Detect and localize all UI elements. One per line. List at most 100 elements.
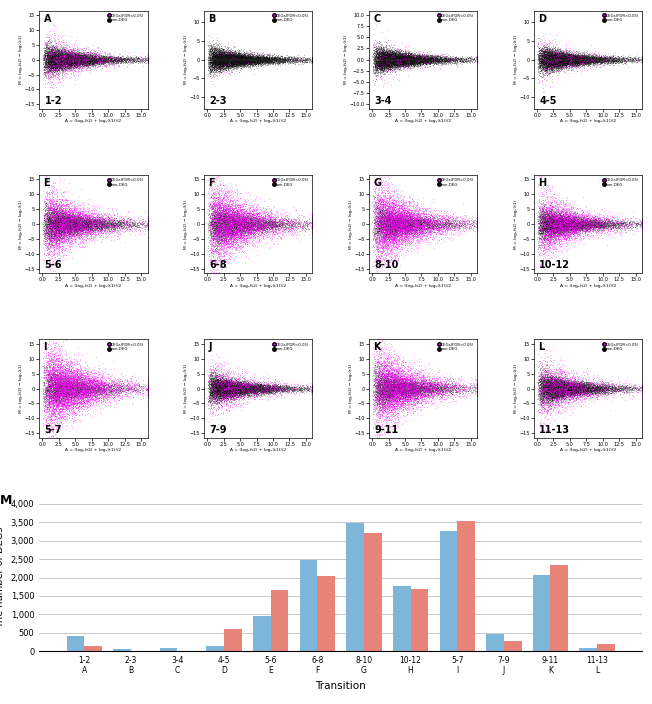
Point — [119, 53, 130, 64]
Point — [307, 384, 318, 396]
Point — [46, 61, 57, 72]
Point — [130, 218, 140, 230]
Point — [48, 249, 58, 260]
Point — [393, 57, 403, 68]
Point — [224, 53, 235, 64]
Point — [569, 51, 579, 63]
Point — [267, 218, 277, 229]
Point — [406, 384, 416, 396]
Point — [52, 205, 63, 216]
Point — [42, 61, 53, 72]
Point — [105, 220, 115, 232]
Point — [544, 376, 554, 387]
Point — [215, 61, 226, 72]
Point — [553, 225, 563, 237]
Point — [543, 382, 554, 393]
Point — [552, 380, 563, 391]
Point — [276, 223, 286, 234]
Point — [77, 379, 87, 391]
Point — [204, 58, 215, 69]
Point — [85, 372, 95, 384]
Point — [549, 381, 559, 392]
Point — [425, 384, 436, 395]
Point — [370, 53, 380, 64]
Point — [396, 386, 406, 398]
Point — [235, 235, 245, 246]
Point — [409, 52, 420, 63]
Point — [221, 214, 231, 225]
Point — [216, 206, 227, 218]
Point — [600, 218, 611, 230]
Point — [248, 219, 258, 230]
Point — [307, 220, 318, 231]
Point — [61, 216, 72, 227]
Point — [78, 386, 89, 398]
Point — [563, 379, 573, 391]
Point — [113, 382, 124, 393]
Point — [58, 375, 68, 386]
Point — [547, 58, 557, 70]
Point — [216, 213, 226, 224]
Point — [370, 213, 381, 224]
Point — [568, 59, 578, 70]
Point — [249, 382, 259, 394]
Point — [554, 391, 564, 403]
Point — [213, 263, 223, 275]
Point — [67, 53, 78, 64]
Point — [554, 391, 565, 403]
Point — [265, 54, 276, 65]
Point — [68, 228, 79, 239]
Point — [109, 55, 119, 66]
Point — [68, 56, 78, 67]
Point — [207, 193, 218, 204]
Point — [71, 218, 82, 230]
Point — [74, 219, 84, 230]
Point — [42, 41, 52, 52]
Point — [382, 398, 393, 409]
Point — [592, 218, 602, 230]
Point — [215, 391, 226, 402]
Point — [580, 53, 590, 64]
Point — [210, 43, 220, 54]
Point — [129, 225, 140, 236]
Point — [55, 382, 65, 393]
Point — [553, 215, 563, 226]
Point — [393, 217, 403, 228]
Point — [542, 381, 552, 392]
Point — [556, 226, 566, 237]
Point — [551, 55, 561, 66]
Point — [92, 213, 102, 225]
Point — [50, 206, 61, 218]
Point — [612, 221, 623, 232]
Point — [569, 220, 580, 232]
Point — [565, 54, 576, 65]
Point — [244, 58, 255, 69]
Point — [381, 56, 392, 68]
Point — [80, 60, 91, 71]
Point — [63, 52, 74, 63]
Point — [235, 216, 245, 227]
Point — [394, 56, 405, 68]
Point — [417, 383, 428, 394]
Point — [398, 404, 408, 415]
Point — [42, 370, 53, 381]
Point — [578, 381, 588, 392]
Point — [55, 384, 66, 395]
Point — [595, 219, 606, 230]
Point — [396, 50, 406, 61]
Point — [447, 383, 457, 394]
Point — [545, 386, 556, 398]
Point — [206, 177, 216, 188]
Point — [545, 221, 556, 232]
Point — [376, 196, 387, 207]
Point — [562, 52, 572, 63]
Point — [387, 57, 398, 68]
Point — [387, 60, 397, 71]
Point — [248, 225, 258, 236]
Point — [417, 231, 427, 242]
Point — [375, 49, 385, 60]
Point — [53, 387, 64, 398]
Point — [386, 383, 396, 394]
Point — [572, 382, 582, 393]
Point — [83, 220, 93, 232]
